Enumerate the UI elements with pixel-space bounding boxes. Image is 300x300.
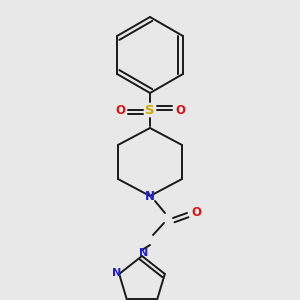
Text: O: O <box>175 103 185 116</box>
Text: N: N <box>145 190 155 202</box>
Text: N: N <box>140 248 148 258</box>
Text: O: O <box>191 206 201 220</box>
Text: O: O <box>115 103 125 116</box>
Text: N: N <box>112 268 121 278</box>
Text: S: S <box>145 103 155 116</box>
